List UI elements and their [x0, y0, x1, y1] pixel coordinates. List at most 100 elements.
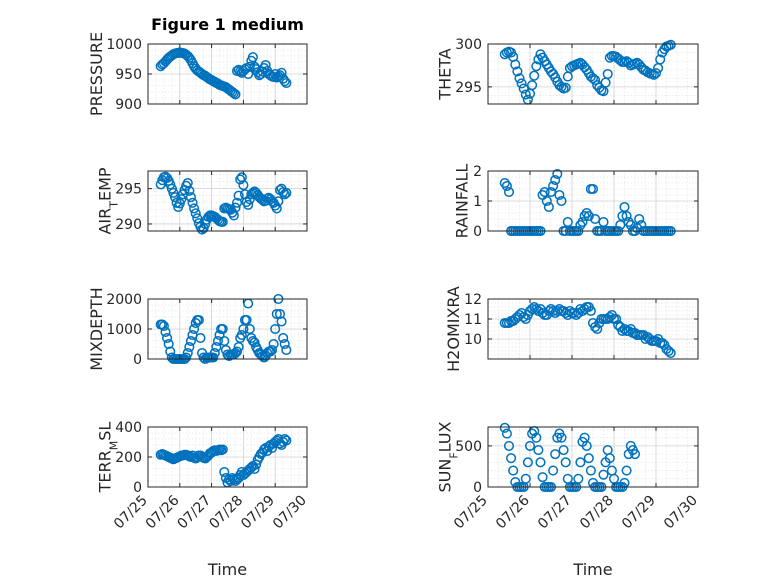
data-point	[556, 432, 567, 443]
data-point	[217, 216, 228, 227]
data-point	[266, 442, 278, 454]
data-point	[268, 338, 279, 350]
x-tick-label: 07/27	[535, 493, 575, 533]
x-tick-label: 07/27	[175, 493, 215, 533]
data-point	[279, 76, 290, 87]
data-point	[665, 347, 676, 359]
data-point	[230, 89, 241, 100]
data-point	[235, 174, 246, 185]
data-point	[655, 54, 666, 65]
data-point	[271, 203, 282, 214]
data-point	[271, 308, 282, 320]
data-point	[260, 59, 271, 71]
data-point	[512, 66, 523, 77]
data-point	[212, 335, 224, 347]
data-point	[522, 457, 533, 468]
data-point	[598, 216, 609, 228]
data-point	[501, 180, 512, 192]
data-point	[545, 186, 557, 198]
data-point	[499, 177, 510, 189]
x-tick-label: 07/28	[206, 493, 246, 533]
data-point	[209, 347, 220, 359]
data-point	[617, 210, 628, 222]
data-point	[192, 213, 203, 224]
data-point	[208, 352, 219, 363]
data-point	[503, 186, 515, 198]
x-axis-label: Time	[572, 560, 612, 579]
y-axis-label-part: T	[107, 201, 120, 209]
data-point	[552, 168, 563, 180]
data-point	[663, 345, 674, 357]
data-point	[185, 335, 196, 347]
y-tick-label: 10	[464, 332, 482, 348]
x-tick-label: 07/26	[493, 492, 533, 532]
y-tick-label: 0	[473, 480, 482, 496]
data-point	[541, 195, 552, 207]
data-point	[548, 180, 559, 192]
x-tick-label: 07/30	[661, 493, 701, 533]
data-point	[621, 210, 632, 222]
data-point	[189, 323, 200, 335]
data-point	[623, 216, 634, 228]
y-tick-label: 200	[115, 450, 142, 466]
data-point	[514, 73, 525, 84]
data-point	[211, 341, 222, 353]
y-tick-label: 900	[115, 97, 142, 113]
data-point	[503, 440, 515, 451]
data-point	[621, 465, 632, 476]
data-point	[279, 189, 290, 200]
data-point	[537, 472, 548, 483]
data-point	[230, 202, 241, 213]
data-point	[508, 465, 519, 476]
y-axis-label: THETA	[436, 48, 455, 100]
data-point	[520, 89, 531, 100]
data-point	[543, 201, 554, 213]
data-point	[243, 199, 254, 210]
data-point	[585, 305, 596, 317]
data-point	[554, 189, 565, 201]
data-point	[556, 195, 567, 207]
chart-title: Figure 1 medium	[151, 15, 304, 34]
y-axis-label-part: EMP	[96, 167, 115, 201]
y-tick-label: 1	[473, 194, 482, 210]
data-point	[615, 219, 626, 231]
data-point	[583, 210, 594, 222]
y-axis-label: MIXDEPTH	[87, 287, 106, 370]
axes-box	[487, 298, 699, 360]
data-point	[231, 197, 243, 208]
data-point	[227, 86, 238, 98]
y-tick-label: 12	[464, 292, 482, 308]
data-point	[281, 435, 292, 446]
y-axis-label-part: M	[107, 441, 120, 451]
data-point	[217, 323, 228, 335]
y-axis-label-part: PRESSURE	[87, 32, 106, 116]
data-point	[195, 332, 206, 344]
data-point	[189, 203, 200, 214]
data-point	[162, 332, 173, 344]
data-point	[241, 314, 252, 326]
y-tick-label: 400	[115, 420, 142, 436]
y-axis-label-part: MIXDEPTH	[87, 287, 106, 370]
data-point	[244, 61, 255, 72]
y-tick-label: 0	[133, 480, 142, 496]
data-point	[219, 466, 230, 478]
x-tick-label: 07/28	[577, 493, 617, 533]
y-axis-label-part: TERR	[96, 450, 115, 493]
data-point	[590, 213, 601, 225]
data-point	[550, 174, 561, 186]
data-point	[249, 463, 260, 475]
data-point	[231, 346, 243, 357]
data-point	[276, 67, 287, 78]
data-point	[249, 61, 260, 72]
data-point	[560, 457, 571, 468]
y-axis-label: PRESSURE	[87, 32, 106, 116]
data-point	[243, 68, 254, 80]
y-axis-label: SUNFLUX	[436, 421, 461, 492]
data-point	[230, 347, 241, 359]
data-point	[531, 61, 542, 72]
data-point	[650, 68, 662, 79]
data-point	[247, 335, 258, 347]
data-point	[187, 197, 198, 208]
axes-box	[147, 170, 308, 232]
